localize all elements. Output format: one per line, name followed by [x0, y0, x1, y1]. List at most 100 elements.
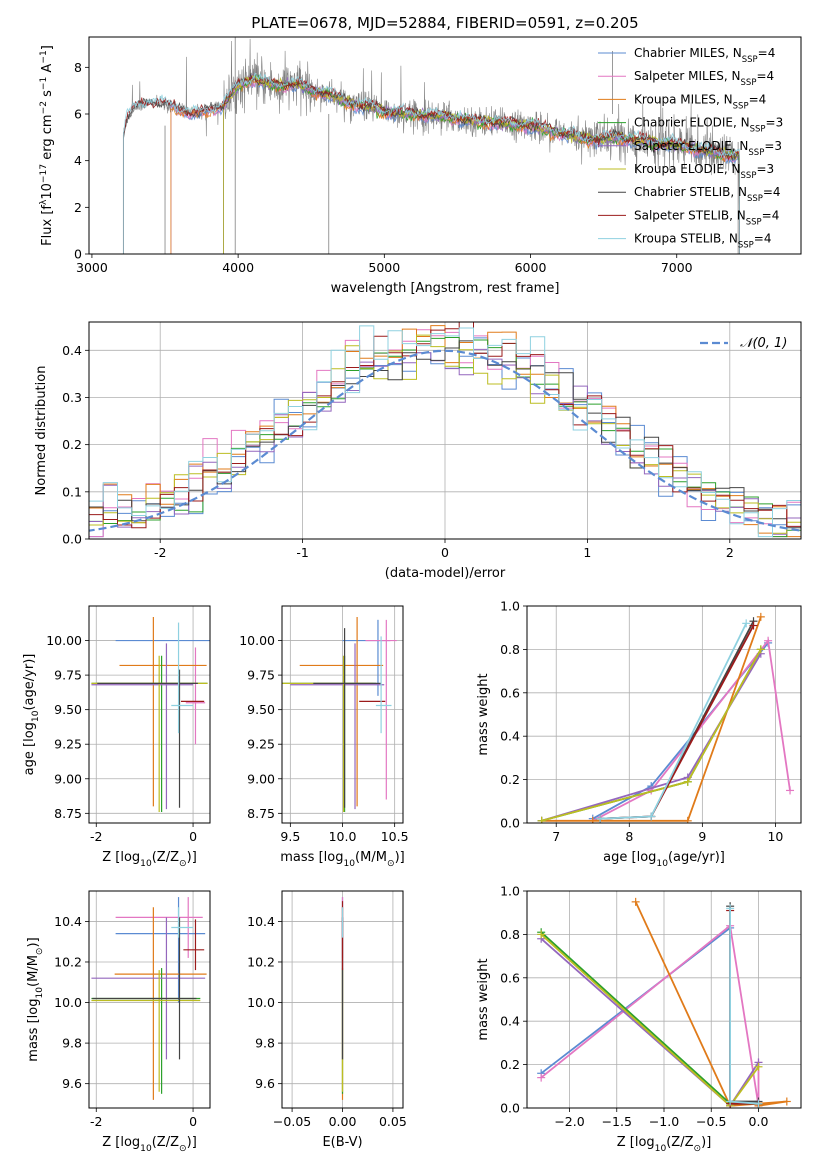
y-tick-label: 10.2 — [54, 954, 82, 969]
legend-label-salpeter-stelib: Salpeter STELIB, NSSP=4 — [634, 208, 779, 227]
label-script: −1 — [39, 77, 49, 90]
legend-label-main: Kroupa STELIB, N — [634, 232, 738, 246]
model-spectrum-chabrier-stelib — [123, 72, 740, 254]
label-part: age [log — [603, 850, 656, 865]
y-tick-label: 0.0 — [500, 1101, 520, 1116]
label-script: ⊙ — [179, 1144, 187, 1154]
label-part: )] — [701, 1135, 711, 1150]
x-tick-label: 0 — [441, 545, 449, 560]
label-part: (Z/Z — [152, 1135, 179, 1150]
y-tick-label: 9.8 — [255, 1036, 275, 1051]
legend-label-chabrier-stelib: Chabrier STELIB, NSSP=4 — [634, 185, 781, 204]
label-part: 10 — [40, 183, 55, 200]
x-axis-label: mass [log10(M/M⊙)] — [280, 850, 404, 869]
y-tick-label: 9.75 — [54, 668, 82, 683]
y-tick-label: 9.6 — [255, 1076, 275, 1091]
label-part: )] — [26, 937, 41, 947]
y-tick-label: 10.00 — [46, 633, 82, 648]
errorbar-salpeter-elodie — [91, 917, 206, 1060]
label-part: ] — [40, 45, 55, 50]
label-script: 10 — [31, 710, 41, 722]
label-part: )] — [187, 1135, 197, 1150]
legend-label-sub: SSP — [741, 171, 757, 181]
errorbar-chabrier-stelib — [313, 628, 382, 808]
legend-label-kroupa-miles: Kroupa MILES, NSSP=4 — [634, 92, 766, 111]
legend-label-suffix: =3 — [766, 116, 784, 130]
y-tick-label: 9.75 — [247, 668, 275, 683]
panel-spectrum: 3000 4000 5000 6000 7000 0 2 4 6 8 wavelength [Ang… — [39, 36, 802, 296]
y-tick-label: 9.25 — [247, 737, 275, 752]
y-axis-label: Normed distribution — [34, 366, 49, 496]
legend-label-chabrier-miles: Chabrier MILES, NSSP=4 — [634, 46, 775, 65]
plot-area — [537, 612, 795, 823]
errorbar-kroupa-miles — [114, 907, 207, 1100]
y-tick-label: 10.4 — [54, 914, 82, 929]
y-tick-label: 0.6 — [500, 685, 520, 700]
legend-label-main: Chabrier STELIB, N — [634, 185, 747, 199]
series-kroupa-stelib — [726, 904, 763, 1108]
y-axis-label: age [log10(age/yr)] — [22, 654, 41, 776]
y-tick-label: 10.0 — [247, 995, 275, 1010]
legend-label-kroupa-stelib: Kroupa STELIB, NSSP=4 — [634, 232, 772, 251]
plot-area — [89, 322, 801, 538]
legend-label-main: Chabrier MILES, N — [634, 46, 742, 60]
legend-label-salpeter-miles: Salpeter MILES, NSSP=4 — [634, 69, 774, 88]
label-part: erg cm — [40, 114, 55, 163]
y-tick-label: 1.0 — [500, 599, 520, 614]
legend-label-main: Salpeter MILES, N — [634, 69, 741, 83]
label-script: ⊙ — [35, 947, 45, 955]
label-part: )] — [395, 850, 405, 865]
y-tick-label: 4 — [74, 153, 82, 168]
legend-label-sub: SSP — [741, 78, 757, 88]
x-tick-label: −0.5 — [696, 1114, 726, 1129]
label-script: −17 — [39, 164, 49, 183]
legend-label-suffix: =4 — [763, 185, 781, 199]
legend-label-suffix: =4 — [756, 69, 774, 83]
label-part: Z [log — [102, 850, 140, 865]
histogram-kroupa-stelib — [89, 325, 801, 538]
y-tick-label: 0.2 — [500, 772, 520, 787]
y-tick-label: 0.1 — [62, 484, 82, 499]
x-tick-label: -1 — [296, 545, 308, 560]
y-tick-label: 0.2 — [500, 1057, 520, 1072]
label-script: 10 — [656, 859, 668, 869]
y-tick-label: 9.50 — [54, 702, 82, 717]
x-tick-label: 4000 — [222, 260, 254, 275]
x-tick-label: -2 — [90, 829, 102, 844]
label-part: (age/yr)] — [22, 654, 37, 711]
model-spectrum-kroupa-stelib — [123, 72, 740, 254]
y-tick-label: 1.0 — [500, 884, 520, 899]
x-tick-label: 10.0 — [329, 829, 357, 844]
x-axis-label: (data-model)/error — [385, 566, 506, 581]
legend-label-chabrier-elodie: Chabrier ELODIE, NSSP=3 — [634, 116, 783, 135]
axes-frame: −0.05 0.00 0.05 9.6 9.8 10.0 10.2 10.4 E(B-V) — [247, 890, 407, 1150]
label-script: −1 — [39, 50, 49, 63]
label-part: )] — [187, 850, 197, 865]
y-tick-label: 0.4 — [500, 1014, 520, 1029]
errorbar-kroupa-miles — [119, 617, 207, 807]
label-script: 10 — [655, 1144, 667, 1154]
y-tick-label: 9.50 — [247, 702, 275, 717]
axes-frame: 9.5 10.0 10.5 8.75 9.00 9.25 9.50 9.75 10.00 mass… — [239, 605, 409, 869]
y-tick-label: 9.6 — [62, 1076, 82, 1091]
y-tick-label: 0.0 — [500, 816, 520, 831]
x-axis-label: E(B-V) — [322, 1135, 362, 1150]
errorbar-salpeter-elodie — [91, 643, 194, 810]
plot-area — [91, 617, 210, 812]
model-spectrum-salpeter-stelib — [123, 75, 740, 254]
x-tick-label: -2 — [90, 1114, 102, 1129]
y-tick-label: 10.0 — [54, 995, 82, 1010]
y-axis-label: mass weight — [476, 958, 491, 1040]
legend-label-sub: SSP — [746, 217, 762, 227]
panel-residuals: -2 -1 0 1 2 0.0 0.1 0.2 0.3 0.4 (data-model)/error… — [34, 321, 802, 581]
errorbar-kroupa-stelib — [375, 636, 392, 734]
y-tick-label: 0 — [74, 247, 82, 262]
panel-mass_vs_ebv: −0.05 0.00 0.05 9.6 9.8 10.0 10.2 10.4 E(B-V) — [247, 890, 407, 1150]
label-part: (age/yr)] — [668, 850, 725, 865]
label-script: λ — [39, 199, 49, 205]
x-tick-label: −2.0 — [554, 1114, 584, 1129]
errorbar-kroupa-stelib — [171, 622, 194, 734]
